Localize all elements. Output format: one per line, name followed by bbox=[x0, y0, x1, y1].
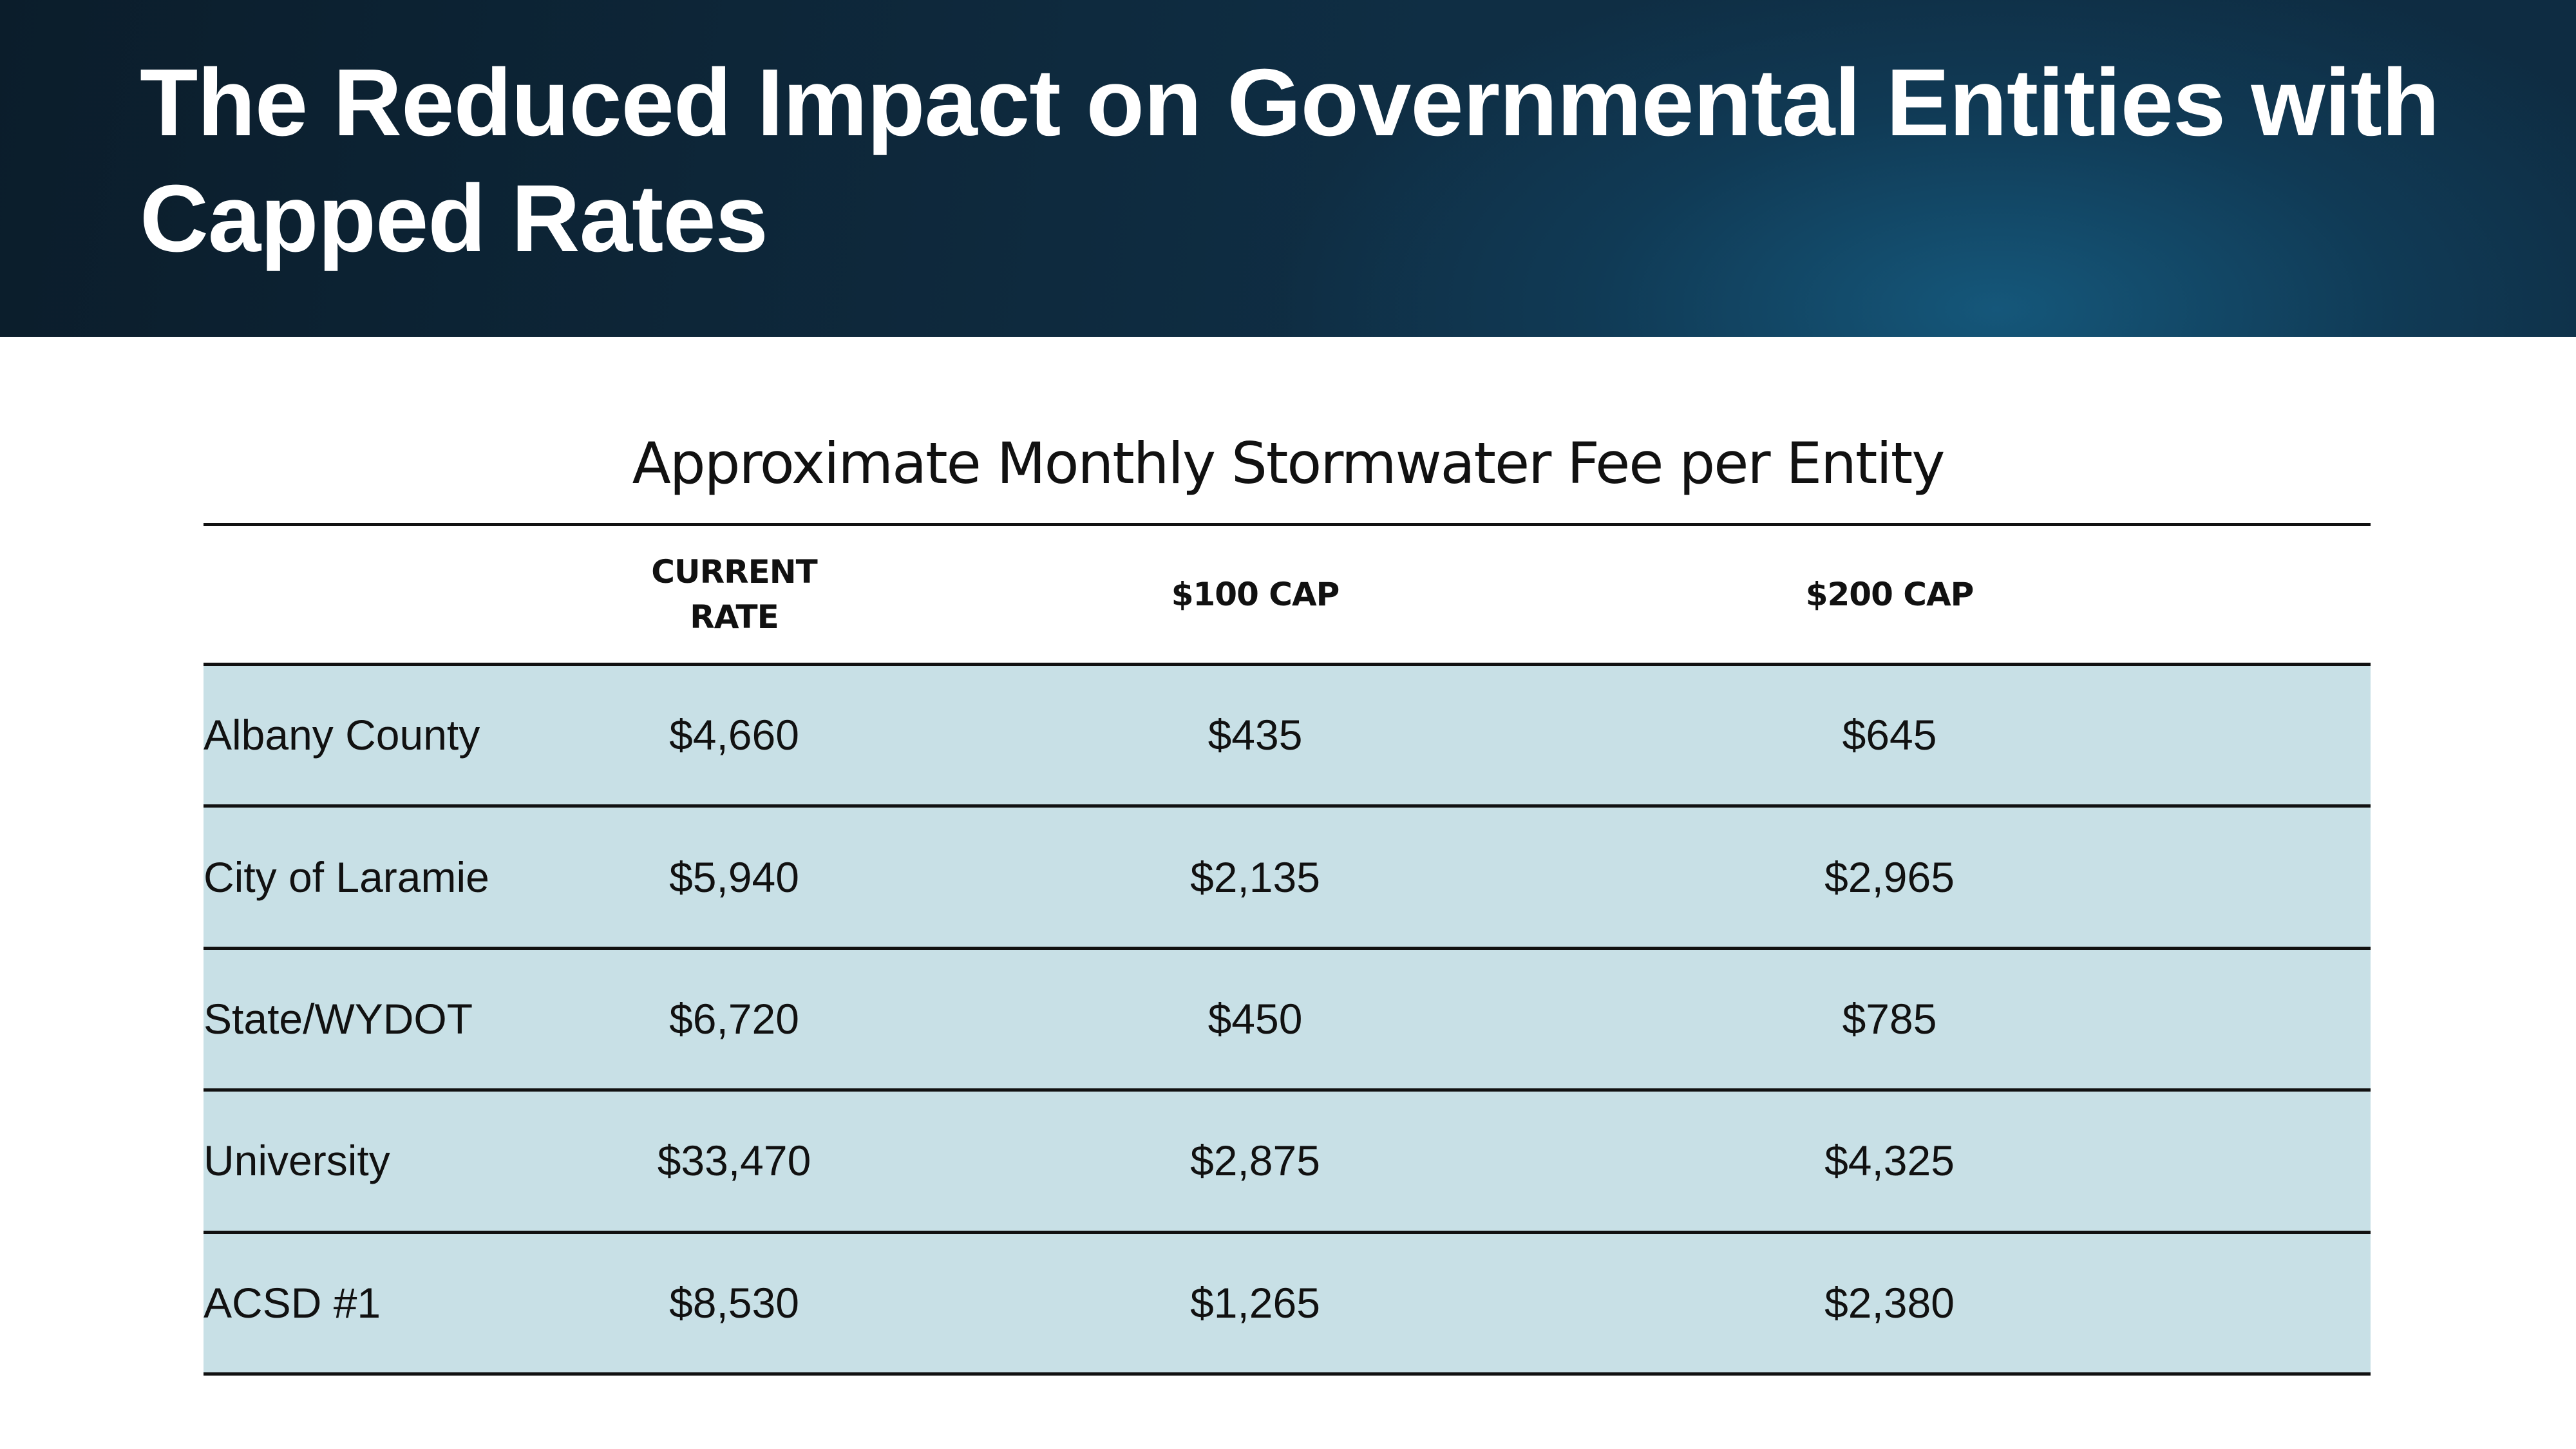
row-label: Albany County bbox=[204, 711, 480, 759]
column-header: CURRENT RATE bbox=[651, 553, 817, 636]
row-background bbox=[204, 1231, 2371, 1374]
row-label: State/WYDOT bbox=[204, 995, 473, 1043]
column-header: $100 CAP bbox=[1171, 575, 1340, 613]
row-label: City of Laramie bbox=[204, 853, 489, 901]
table-caption: Approximate Monthly Stormwater Fee per E… bbox=[632, 430, 1946, 497]
table-cell: $6,720 bbox=[669, 995, 799, 1043]
row-rule bbox=[204, 1088, 2371, 1092]
table-cell: $785 bbox=[1842, 995, 1937, 1043]
row-background bbox=[204, 664, 2371, 806]
table-cell: $2,875 bbox=[1190, 1137, 1320, 1185]
row-background bbox=[204, 947, 2371, 1090]
table-cell: $8,530 bbox=[669, 1278, 799, 1327]
table-cell: $2,135 bbox=[1190, 853, 1320, 901]
column-header: $200 CAP bbox=[1805, 575, 1975, 613]
row-background bbox=[204, 1090, 2371, 1232]
row-rule bbox=[204, 1230, 2371, 1234]
table-cell: $1,265 bbox=[1190, 1278, 1320, 1327]
slide-title: The Reduced Impact on Governmental Entit… bbox=[140, 50, 2439, 272]
row-label: ACSD #1 bbox=[204, 1278, 381, 1327]
row-background bbox=[204, 806, 2371, 948]
row-rule bbox=[204, 946, 2371, 950]
table-top-rule bbox=[204, 523, 2371, 526]
table-cell: $4,660 bbox=[669, 711, 799, 759]
table-cell: $450 bbox=[1208, 995, 1303, 1043]
table-bottom-rule bbox=[204, 1372, 2371, 1376]
table-cell: $2,380 bbox=[1824, 1278, 1955, 1327]
table-cell: $435 bbox=[1208, 711, 1303, 759]
header-band: The Reduced Impact on Governmental Entit… bbox=[0, 0, 2576, 337]
table-cell: $33,470 bbox=[657, 1137, 811, 1185]
row-rule bbox=[204, 663, 2371, 666]
table-cell: $5,940 bbox=[669, 853, 799, 901]
table-cell: $4,325 bbox=[1824, 1137, 1955, 1185]
table-cell: $2,965 bbox=[1824, 853, 1955, 901]
table-cell: $645 bbox=[1842, 711, 1937, 759]
row-rule bbox=[204, 804, 2371, 808]
row-label: University bbox=[204, 1137, 390, 1185]
